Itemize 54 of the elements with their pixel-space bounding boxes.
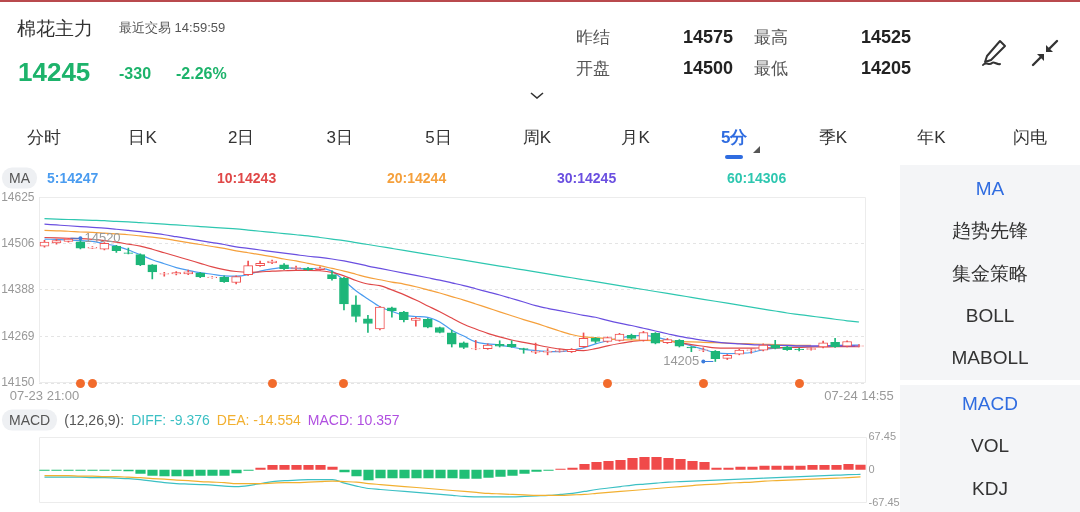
text: 最近交易 14:59:59 bbox=[119, 20, 226, 36]
text: 日K bbox=[128, 127, 157, 149]
text: KDJ bbox=[972, 477, 1008, 500]
y-tick-label: 14506 bbox=[1, 236, 35, 251]
y-tick-label: 14150 bbox=[1, 375, 35, 390]
text: 14525 bbox=[861, 27, 912, 49]
text: BOLL bbox=[965, 304, 1015, 328]
text: 最低 bbox=[754, 58, 788, 80]
text: 5日 bbox=[425, 127, 452, 149]
text: DEA: -14.554 bbox=[216, 411, 301, 429]
y-tick-label: 14388 bbox=[1, 282, 35, 297]
text: 闪电 bbox=[1013, 127, 1047, 149]
legend-title: MA bbox=[2, 167, 37, 189]
text: 14245 bbox=[18, 57, 91, 89]
text: VOL bbox=[970, 434, 1010, 458]
text: 30:14245 bbox=[557, 169, 617, 187]
text: 周K bbox=[522, 127, 552, 149]
text: 14205 bbox=[861, 58, 912, 80]
text: 季K bbox=[818, 127, 847, 149]
x-tick-label: 07-24 14:55 bbox=[824, 388, 894, 404]
text: 60:14306 bbox=[727, 169, 787, 187]
y-tick-label: 14269 bbox=[1, 328, 35, 343]
text: 最高 bbox=[754, 27, 788, 49]
y-tick-label: 67.45 bbox=[868, 429, 897, 442]
text: -2.26% bbox=[176, 64, 227, 84]
text: 10:14243 bbox=[217, 169, 277, 187]
text: 开盘 bbox=[576, 58, 610, 80]
text: 14500 bbox=[683, 58, 734, 80]
text: MA bbox=[975, 177, 1005, 201]
text: 趋势先锋 bbox=[952, 219, 1028, 243]
text: 20:14244 bbox=[387, 169, 447, 187]
y-tick-label: -67.45 bbox=[868, 496, 900, 509]
text: 14575 bbox=[683, 27, 734, 49]
text: 3日 bbox=[326, 127, 354, 149]
text: MACD bbox=[962, 392, 1018, 416]
text: -330 bbox=[119, 64, 152, 84]
text: 月K bbox=[621, 127, 650, 149]
text: 分时 bbox=[27, 127, 61, 149]
y-tick-label: 14625 bbox=[1, 189, 35, 204]
legend-title: MACD bbox=[2, 409, 58, 431]
text: 年K bbox=[917, 127, 946, 149]
text: 昨结 bbox=[576, 27, 610, 49]
chart-subtitle: (12,26,9): bbox=[64, 411, 125, 429]
x-tick-label: 07-23 21:00 bbox=[9, 388, 80, 404]
y-tick-label: 0 bbox=[868, 462, 875, 475]
text: 5:14247 bbox=[47, 169, 99, 187]
annotation: 14205 bbox=[663, 353, 700, 369]
text: DIFF: -9.376 bbox=[131, 411, 210, 429]
text: 集金策略 bbox=[952, 262, 1028, 285]
text: 2日 bbox=[227, 127, 255, 149]
text: 棉花主力 bbox=[17, 17, 93, 41]
text: MACD: 10.357 bbox=[307, 411, 400, 429]
text: 5分 bbox=[720, 127, 748, 149]
text: MABOLL bbox=[951, 346, 1029, 370]
